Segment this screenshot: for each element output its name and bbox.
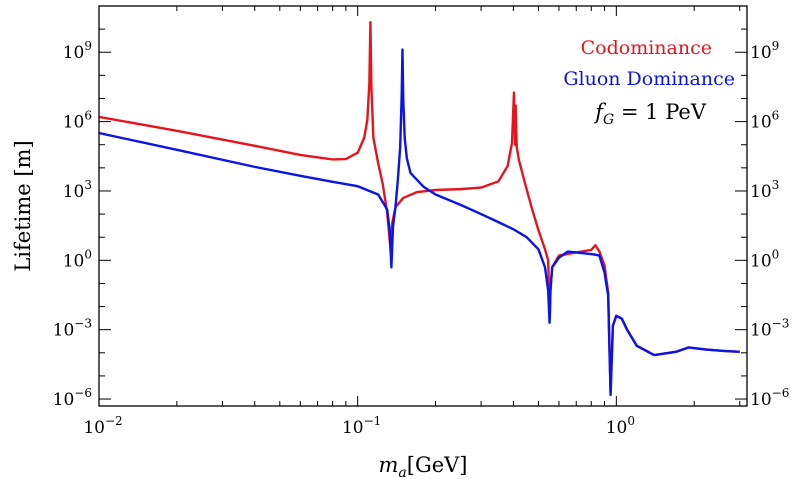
annotation-sub: G bbox=[603, 112, 614, 128]
x-tick-label: 100 bbox=[606, 414, 635, 438]
y-tick-label: 109 bbox=[63, 39, 92, 63]
annotation-rest: = 1 PeV bbox=[614, 100, 707, 124]
y-tick-label-right: 100 bbox=[750, 247, 779, 271]
annotation-main: f bbox=[593, 100, 606, 124]
coupling-annotation: fG = 1 PeV bbox=[593, 100, 707, 128]
y-tick-label-right: 10−6 bbox=[750, 386, 789, 410]
y-tick-label: 106 bbox=[63, 109, 92, 133]
y-tick-label-right: 103 bbox=[750, 178, 779, 202]
x-axis-label-main: m bbox=[378, 453, 398, 477]
y-tick-label: 103 bbox=[63, 178, 92, 202]
legend-codominance: Codominance bbox=[581, 37, 712, 59]
x-axis-label-sub: a bbox=[398, 465, 406, 479]
y-tick-label: 10−3 bbox=[53, 317, 92, 341]
y-tick-label: 10−6 bbox=[53, 386, 92, 410]
y-tick-label-right: 109 bbox=[750, 39, 779, 63]
y-axis-label: Lifetime [m] bbox=[11, 140, 35, 271]
y-tick-label-right: 106 bbox=[750, 109, 779, 133]
x-tick-label: 10−1 bbox=[342, 414, 381, 438]
plot-area bbox=[99, 20, 740, 397]
y-tick-label-right: 10−3 bbox=[750, 317, 789, 341]
tick-labels: 10−2 10−1 100 10−6 10−6 10−3 10−3 100 100 103 103 1… bbox=[53, 39, 790, 438]
plot-frame bbox=[98, 5, 748, 407]
x-axis-label-unit: [GeV] bbox=[407, 453, 468, 477]
axis-ticks bbox=[98, 6, 747, 406]
legend-gluon-dominance: Gluon Dominance bbox=[563, 68, 735, 90]
series-line-gluon-dominance bbox=[99, 48, 740, 397]
x-tick-label: 10−2 bbox=[83, 414, 122, 438]
x-axis-label: ma[GeV] bbox=[378, 453, 467, 479]
y-tick-label: 100 bbox=[63, 247, 92, 271]
